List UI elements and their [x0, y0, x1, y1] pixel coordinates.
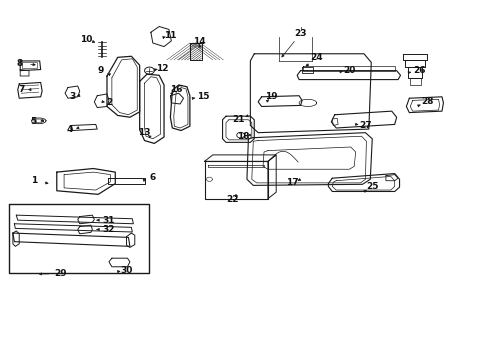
Text: 17: 17	[285, 178, 298, 187]
Text: 11: 11	[164, 31, 176, 40]
Text: 10: 10	[80, 35, 92, 44]
Text: 20: 20	[343, 66, 355, 75]
Text: 30: 30	[120, 266, 132, 275]
Text: 12: 12	[156, 64, 168, 73]
Text: 13: 13	[138, 128, 150, 137]
Text: 3: 3	[70, 92, 76, 101]
Text: 8: 8	[16, 59, 22, 68]
Text: 15: 15	[196, 92, 209, 101]
Text: 18: 18	[237, 132, 249, 141]
Text: 24: 24	[310, 53, 322, 62]
Text: 21: 21	[232, 114, 244, 123]
Text: 31: 31	[102, 216, 115, 225]
Text: 4: 4	[66, 125, 73, 134]
Text: 9: 9	[97, 66, 103, 75]
Text: 5: 5	[31, 117, 37, 126]
Text: 19: 19	[264, 92, 277, 101]
Text: 25: 25	[365, 182, 378, 191]
Text: 2: 2	[105, 98, 112, 107]
Text: 1: 1	[31, 176, 37, 185]
Text: 23: 23	[294, 29, 306, 38]
Text: 16: 16	[170, 85, 182, 94]
Text: 6: 6	[149, 173, 156, 182]
Text: 14: 14	[193, 37, 205, 46]
Text: 27: 27	[358, 121, 371, 130]
Text: 7: 7	[18, 85, 24, 94]
Text: 29: 29	[54, 269, 66, 278]
Text: 28: 28	[420, 97, 433, 106]
Text: 22: 22	[225, 195, 238, 204]
Text: 26: 26	[412, 66, 425, 75]
Text: 32: 32	[102, 225, 115, 234]
